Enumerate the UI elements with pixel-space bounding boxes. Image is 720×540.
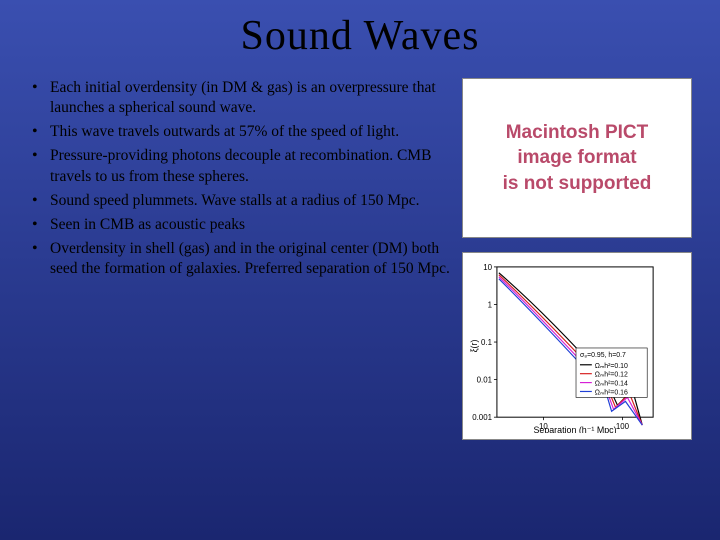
list-item: Sound speed plummets. Wave stalls at a r… [28, 191, 450, 211]
list-item: This wave travels outwards at 57% of the… [28, 122, 450, 142]
svg-text:Ωₘh²=0.16: Ωₘh²=0.16 [595, 389, 628, 396]
svg-text:Ωₘh²=0.12: Ωₘh²=0.12 [595, 372, 628, 379]
list-item: Pressure-providing photons decouple at r… [28, 146, 450, 186]
bullet-list: Each initial overdensity (in DM & gas) i… [28, 78, 462, 440]
svg-text:1: 1 [488, 300, 492, 309]
page-title: Sound Waves [0, 0, 720, 78]
svg-text:10: 10 [483, 263, 492, 272]
content-row: Each initial overdensity (in DM & gas) i… [0, 78, 720, 440]
right-column: Macintosh PICT image format is not suppo… [462, 78, 692, 440]
svg-text:0.1: 0.1 [481, 338, 492, 347]
x-axis-label: Separation (h⁻¹ Mpc) [533, 425, 616, 433]
pict-line-3: is not supported [503, 173, 652, 194]
y-axis-label: ξ(r) [469, 340, 479, 353]
legend: σ₈=0.95, h=0.7 Ωₘh²=0.10 Ωₘh²=0.12 Ωₘh²=… [576, 348, 647, 397]
svg-text:0.01: 0.01 [477, 376, 492, 385]
correlation-chart: 0.001 0.01 0.1 1 10 10 100 [462, 252, 692, 440]
list-item: Overdensity in shell (gas) and in the or… [28, 239, 450, 279]
svg-text:0.001: 0.001 [472, 413, 492, 422]
pict-line-2: image format [517, 147, 636, 168]
list-item: Seen in CMB as acoustic peaks [28, 215, 450, 235]
svg-text:Ωₘh²=0.14: Ωₘh²=0.14 [595, 381, 628, 388]
chart-svg: 0.001 0.01 0.1 1 10 10 100 [469, 259, 685, 433]
pict-line-1: Macintosh PICT [506, 122, 649, 143]
pict-placeholder-text: Macintosh PICT image format is not suppo… [503, 120, 652, 197]
svg-text:σ₈=0.95, h=0.7: σ₈=0.95, h=0.7 [580, 352, 626, 359]
svg-text:Ωₘh²=0.10: Ωₘh²=0.10 [595, 363, 628, 370]
list-item: Each initial overdensity (in DM & gas) i… [28, 78, 450, 118]
svg-text:100: 100 [616, 422, 630, 431]
pict-placeholder: Macintosh PICT image format is not suppo… [462, 78, 692, 238]
